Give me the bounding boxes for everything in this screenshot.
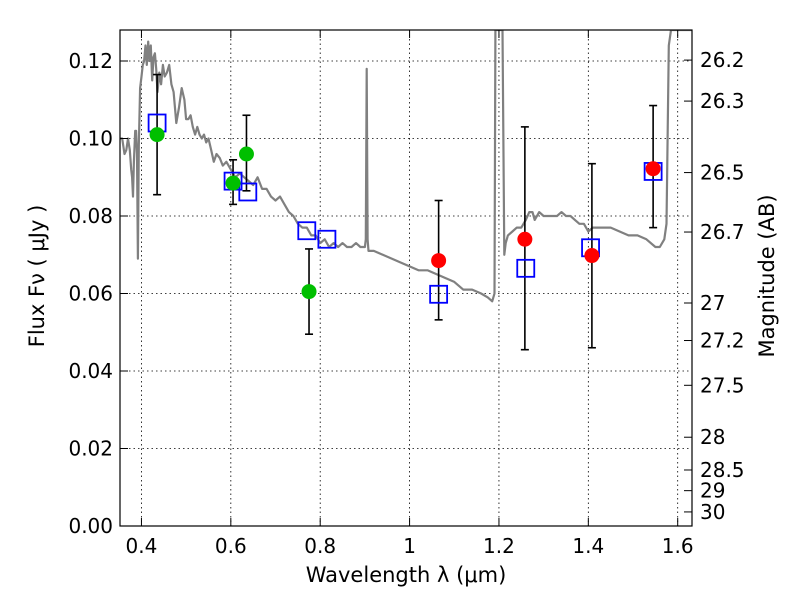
model-point xyxy=(297,221,317,241)
y-tick-label: 0.00 xyxy=(68,514,113,538)
tick-labels: 0.4 0.6 0.8 1 1.2 1.4 1.6 0.00 0.02 0.04 0.06 0.08 0… xyxy=(68,48,744,558)
x-axis-label: Wavelength λ (μm) xyxy=(306,563,507,587)
x-tick-label: 1 xyxy=(403,534,416,558)
grid xyxy=(120,30,692,527)
x-tick-label: 0.4 xyxy=(126,534,158,558)
magnitude-tick-label: 26.3 xyxy=(700,89,745,113)
error-bars xyxy=(153,73,658,351)
y-tick-label: 0.06 xyxy=(68,282,113,306)
x-tick-label: 1.2 xyxy=(483,534,515,558)
data-point xyxy=(149,127,165,143)
data-markers xyxy=(147,113,663,304)
y2-axis-label: Magnitude (AB) xyxy=(755,194,779,357)
spectrum-line xyxy=(120,30,692,303)
data-point xyxy=(238,146,254,162)
magnitude-tick-label: 27.2 xyxy=(700,329,745,353)
magnitude-tick-label: 26.7 xyxy=(700,220,745,244)
y-tick-label: 0.02 xyxy=(68,437,113,461)
magnitude-tick-label: 26.5 xyxy=(700,161,745,185)
model-point xyxy=(516,258,536,278)
data-point xyxy=(301,284,317,300)
magnitude-tick-label: 27 xyxy=(700,291,725,315)
y-tick-label: 0.12 xyxy=(68,49,113,73)
y-tick-label: 0.10 xyxy=(68,127,113,151)
model-point xyxy=(238,182,258,202)
x-tick-label: 1.4 xyxy=(572,534,604,558)
ticks xyxy=(120,30,692,527)
data-point xyxy=(584,248,600,264)
plot-frame xyxy=(119,29,693,527)
y-axis-label: Flux Fν ( μJy ) xyxy=(25,205,49,348)
magnitude-tick-label: 30 xyxy=(700,500,725,524)
model-point xyxy=(317,229,337,249)
x-tick-label: 1.6 xyxy=(662,534,694,558)
data-point xyxy=(645,161,661,177)
model-spectrum xyxy=(120,30,692,303)
y-tick-label: 0.08 xyxy=(68,204,113,228)
y-tick-label: 0.04 xyxy=(68,359,113,383)
x-tick-label: 0.8 xyxy=(304,534,336,558)
magnitude-tick-label: 28 xyxy=(700,425,725,449)
data-point xyxy=(225,175,241,191)
magnitude-tick-label: 29 xyxy=(700,479,725,503)
magnitude-tick-label: 27.5 xyxy=(700,373,745,397)
magnitude-tick-label: 28.5 xyxy=(700,458,745,482)
magnitude-tick-label: 26.2 xyxy=(700,48,745,72)
data-point xyxy=(431,253,447,269)
x-tick-label: 0.6 xyxy=(215,534,247,558)
model-point xyxy=(429,284,449,304)
data-point xyxy=(517,231,533,247)
